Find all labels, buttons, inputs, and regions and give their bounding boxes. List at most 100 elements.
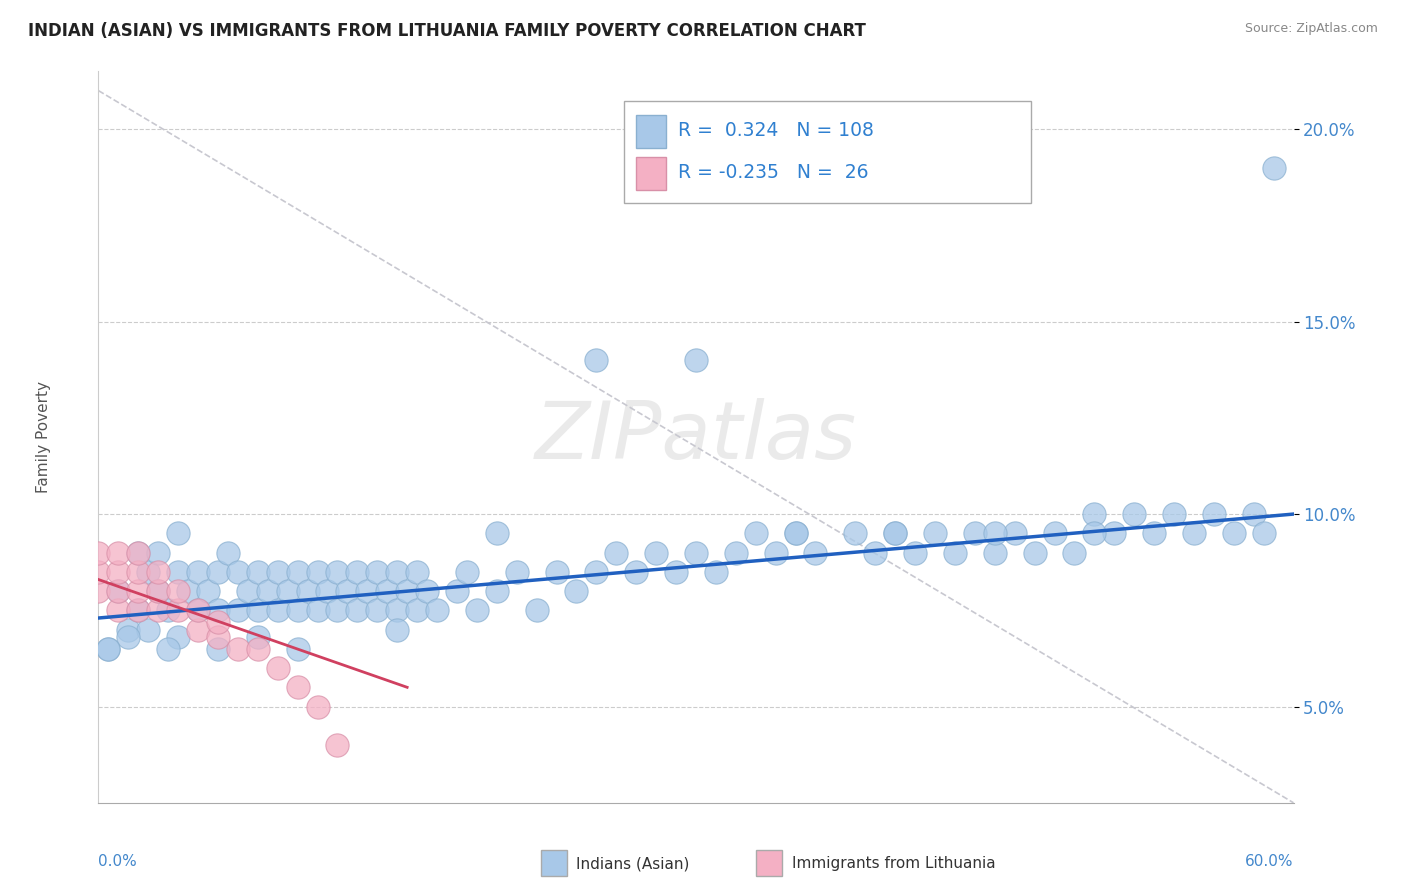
- Point: [207, 615, 229, 629]
- Point: [287, 681, 309, 695]
- Point: [963, 526, 986, 541]
- Point: [385, 603, 409, 617]
- Point: [1024, 545, 1046, 559]
- Point: [1253, 526, 1275, 541]
- Point: [246, 630, 269, 644]
- Point: [465, 603, 488, 617]
- Point: [1004, 526, 1026, 541]
- Text: R = -0.235   N =  26: R = -0.235 N = 26: [678, 163, 869, 182]
- Point: [117, 630, 139, 644]
- Point: [287, 641, 309, 656]
- Point: [485, 526, 508, 541]
- Point: [107, 584, 129, 599]
- Point: [396, 584, 419, 599]
- Point: [366, 565, 388, 579]
- Point: [187, 603, 209, 617]
- Point: [127, 545, 149, 559]
- Point: [745, 526, 768, 541]
- Point: [804, 545, 827, 559]
- Point: [1083, 507, 1105, 521]
- Point: [167, 603, 190, 617]
- Point: [585, 353, 607, 368]
- Point: [1083, 526, 1105, 541]
- Point: [456, 565, 478, 579]
- Point: [785, 526, 807, 541]
- Point: [187, 623, 209, 637]
- Point: [167, 584, 190, 599]
- Point: [127, 565, 149, 579]
- Bar: [637, 115, 666, 148]
- Point: [385, 565, 409, 579]
- Point: [844, 526, 866, 541]
- Point: [704, 565, 727, 579]
- Point: [1123, 507, 1146, 521]
- Point: [127, 545, 149, 559]
- Point: [127, 603, 149, 617]
- Point: [446, 584, 468, 599]
- FancyBboxPatch shape: [624, 101, 1031, 203]
- Point: [904, 545, 927, 559]
- Point: [1243, 507, 1265, 521]
- Point: [267, 603, 290, 617]
- Text: 60.0%: 60.0%: [1246, 854, 1294, 869]
- Point: [316, 584, 339, 599]
- Point: [984, 545, 1007, 559]
- Text: INDIAN (ASIAN) VS IMMIGRANTS FROM LITHUANIA FAMILY POVERTY CORRELATION CHART: INDIAN (ASIAN) VS IMMIGRANTS FROM LITHUA…: [28, 22, 866, 40]
- Point: [326, 603, 349, 617]
- Point: [884, 526, 907, 541]
- Point: [336, 584, 359, 599]
- Point: [127, 584, 149, 599]
- Point: [97, 641, 120, 656]
- Point: [1104, 526, 1126, 541]
- Point: [307, 565, 329, 579]
- Point: [1202, 507, 1225, 521]
- Point: [127, 603, 149, 617]
- Point: [107, 565, 129, 579]
- Point: [148, 565, 170, 579]
- Point: [87, 565, 110, 579]
- Point: [526, 603, 548, 617]
- Point: [1063, 545, 1085, 559]
- Point: [287, 565, 309, 579]
- Point: [187, 603, 209, 617]
- Point: [246, 565, 269, 579]
- Point: [565, 584, 588, 599]
- Point: [136, 565, 159, 579]
- Point: [865, 545, 887, 559]
- Point: [236, 584, 259, 599]
- Point: [406, 565, 429, 579]
- Point: [217, 545, 239, 559]
- Text: Source: ZipAtlas.com: Source: ZipAtlas.com: [1244, 22, 1378, 36]
- Point: [277, 584, 299, 599]
- Bar: [756, 850, 782, 876]
- Point: [207, 641, 229, 656]
- Point: [665, 565, 688, 579]
- Point: [226, 565, 249, 579]
- Point: [326, 565, 349, 579]
- Point: [416, 584, 439, 599]
- Point: [605, 545, 627, 559]
- Point: [107, 545, 129, 559]
- Point: [765, 545, 787, 559]
- Point: [426, 603, 449, 617]
- Point: [187, 565, 209, 579]
- Point: [645, 545, 668, 559]
- Text: Immigrants from Lithuania: Immigrants from Lithuania: [792, 856, 995, 871]
- Point: [1143, 526, 1166, 541]
- Point: [924, 526, 946, 541]
- Point: [157, 603, 180, 617]
- Point: [724, 545, 747, 559]
- Point: [356, 584, 378, 599]
- Point: [107, 584, 129, 599]
- Point: [1263, 161, 1285, 175]
- Point: [366, 603, 388, 617]
- Point: [307, 699, 329, 714]
- Point: [148, 545, 170, 559]
- Point: [375, 584, 398, 599]
- Text: ZIPatlas: ZIPatlas: [534, 398, 858, 476]
- Text: Family Poverty: Family Poverty: [35, 381, 51, 493]
- Point: [267, 565, 290, 579]
- Point: [226, 603, 249, 617]
- Point: [984, 526, 1007, 541]
- Point: [546, 565, 568, 579]
